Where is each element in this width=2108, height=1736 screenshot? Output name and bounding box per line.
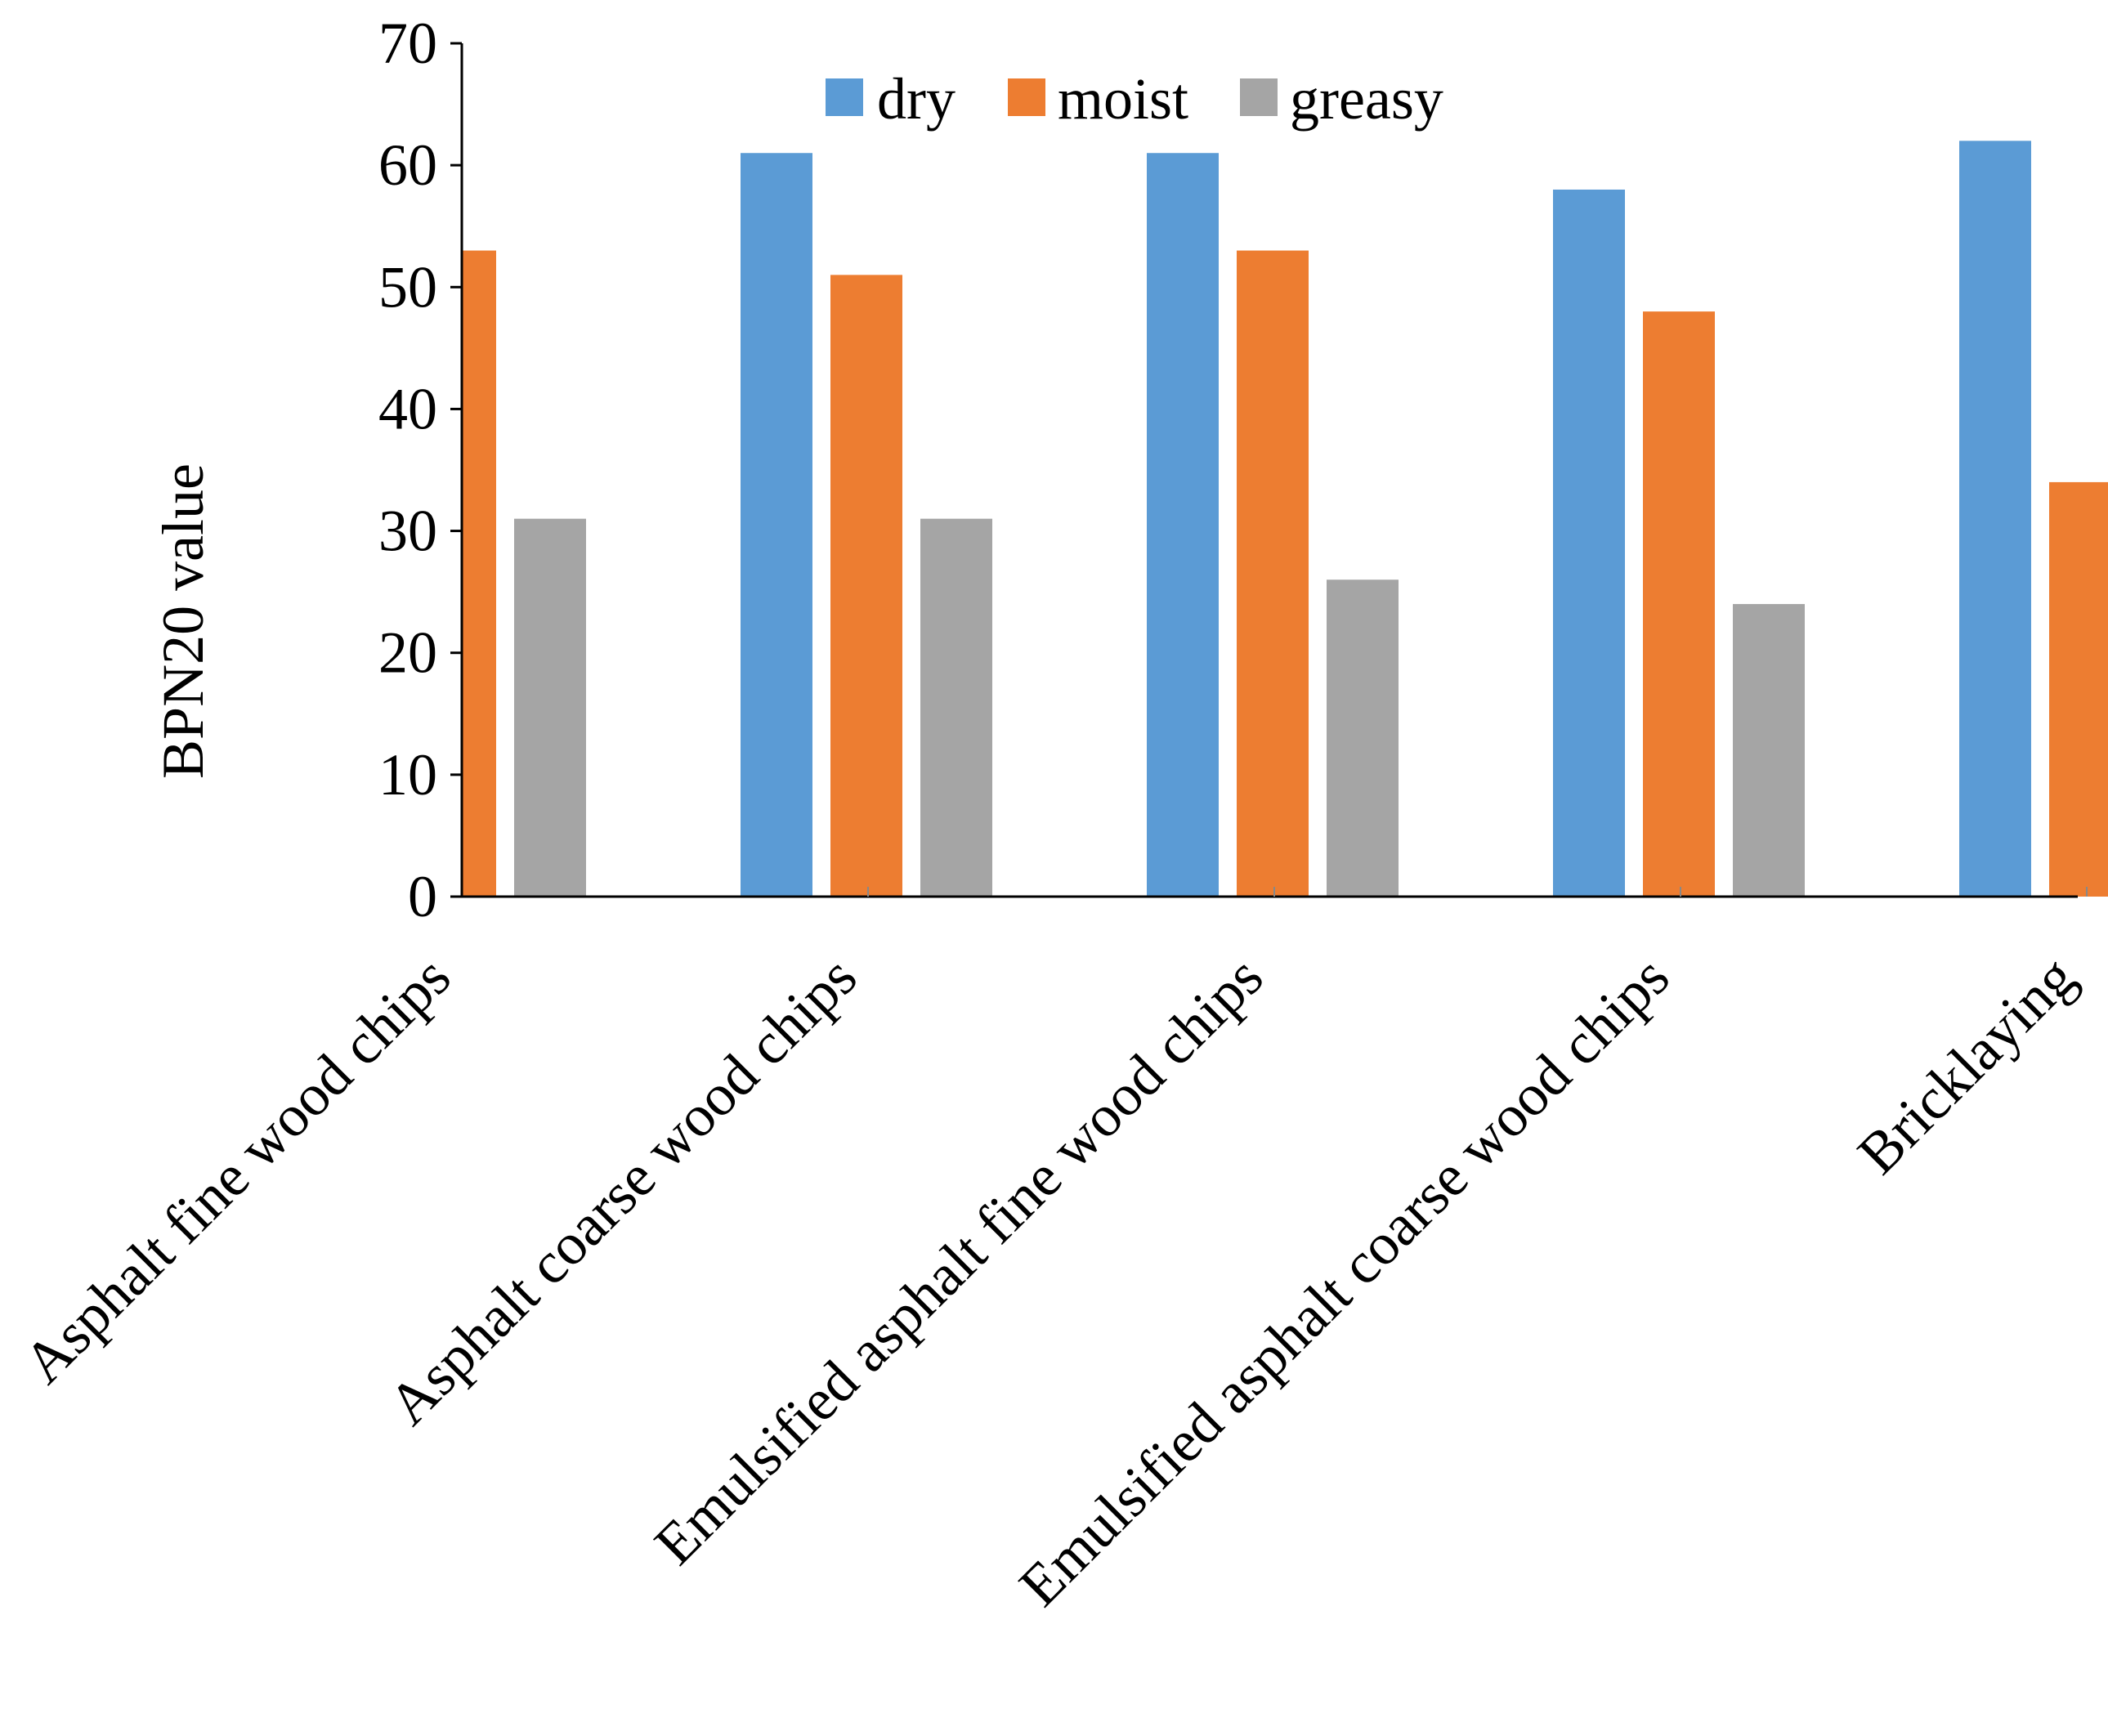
legend: dry moist greasy xyxy=(826,66,1443,132)
axes-layer: 0 10 20 30 40 50 60 70 xyxy=(378,11,2088,929)
y-tick-label-50: 50 xyxy=(378,254,437,320)
bar-moist-5 xyxy=(2049,481,2108,897)
bar-moist-2 xyxy=(830,275,902,897)
bar-dry-3 xyxy=(1147,153,1219,897)
bar-greasy-3 xyxy=(1327,579,1399,897)
legend-label-greasy: greasy xyxy=(1290,66,1443,132)
y-tick-label-70: 70 xyxy=(378,11,437,76)
bar-dry-2 xyxy=(741,153,812,897)
legend-item-moist: moist xyxy=(1008,66,1188,132)
y-tick-label-40: 40 xyxy=(378,376,437,441)
legend-label-dry: dry xyxy=(877,66,956,132)
bar-dry-5 xyxy=(1959,141,2031,897)
bars-layer xyxy=(462,141,2108,897)
bar-dry-4 xyxy=(1553,189,1625,897)
y-axis-title: BPN20 value xyxy=(150,463,216,779)
legend-swatch-moist xyxy=(1008,78,1045,116)
x-category-label-5: Bricklaying xyxy=(1845,944,2088,1187)
bar-greasy-2 xyxy=(920,518,992,897)
legend-label-moist: moist xyxy=(1058,66,1188,132)
y-tick-label-60: 60 xyxy=(378,132,437,198)
legend-item-greasy: greasy xyxy=(1240,66,1443,132)
y-tick-label-20: 20 xyxy=(378,620,437,686)
bar-greasy-4 xyxy=(1733,604,1805,897)
bar-moist-4 xyxy=(1643,311,1715,897)
legend-item-dry: dry xyxy=(826,66,956,132)
legend-swatch-dry xyxy=(826,78,863,116)
y-tick-label-30: 30 xyxy=(378,499,437,564)
x-category-label-2: Asphalt coarse wood chips xyxy=(376,944,870,1438)
x-category-label-1: Asphalt fine wood chips xyxy=(11,944,463,1396)
y-tick-label-0: 0 xyxy=(408,864,437,929)
bar-moist-1 xyxy=(462,250,496,897)
x-category-label-4: Emulsified asphalt coarse wood chips xyxy=(1007,944,1682,1619)
legend-swatch-greasy xyxy=(1240,78,1278,116)
bar-greasy-1 xyxy=(514,518,586,897)
y-tick-label-10: 10 xyxy=(378,742,437,808)
bar-moist-3 xyxy=(1237,250,1309,897)
